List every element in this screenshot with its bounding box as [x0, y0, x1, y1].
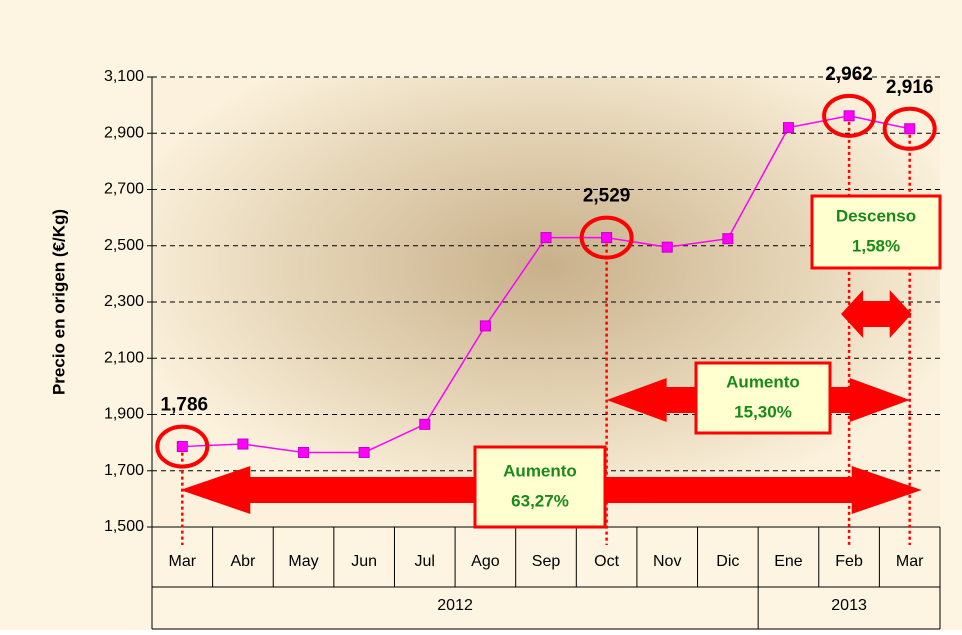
annotation-text: 1,58%	[852, 236, 900, 255]
annotation-box	[473, 445, 607, 529]
annotation-box	[810, 194, 942, 270]
y-tick-label: 2,700	[104, 181, 144, 198]
annotation-title: Aumento	[726, 372, 800, 391]
point	[722, 233, 734, 245]
y-axis-title: Precio en origen (€/Kg)	[49, 209, 68, 395]
point	[661, 241, 673, 253]
data-label: 2,916	[886, 77, 934, 98]
y-tick-label: 2,500	[104, 237, 144, 254]
arrow	[841, 290, 912, 338]
data-label: 2,529	[583, 186, 631, 207]
point	[176, 441, 188, 453]
group-label: 2013	[831, 597, 867, 614]
point	[419, 418, 431, 430]
point	[298, 446, 310, 458]
highlight-circle	[579, 215, 634, 260]
x-tick-label: Mar	[169, 553, 197, 570]
annotation-box	[694, 361, 832, 435]
annotation-title: Aumento	[503, 461, 577, 480]
y-tick-label: 1,700	[104, 462, 144, 479]
y-tick-label: 2,100	[104, 349, 144, 366]
x-tick-label: Nov	[653, 553, 681, 570]
x-tick-label: Dic	[716, 553, 739, 570]
point	[843, 110, 855, 122]
point	[601, 232, 613, 244]
data-label: 1,786	[161, 395, 209, 416]
x-tick-label: Mar	[896, 553, 924, 570]
group-label: 2012	[437, 597, 473, 614]
x-tick-label: Jun	[351, 553, 377, 570]
point	[782, 122, 794, 134]
x-tick-label: Jul	[415, 553, 435, 570]
data-label: 2,962	[825, 64, 873, 85]
x-tick-label: Sep	[532, 553, 561, 570]
x-tick-label: Abr	[230, 553, 256, 570]
highlight-circle	[822, 93, 877, 138]
x-tick-label: Oct	[594, 553, 619, 570]
x-tick-label: May	[288, 553, 318, 570]
y-tick-label: 1,500	[104, 518, 144, 535]
y-tick-label: 2,900	[104, 124, 144, 141]
point	[904, 123, 916, 135]
point	[358, 446, 370, 458]
annotation-text: 63,27%	[511, 491, 569, 510]
highlight-circle	[882, 106, 937, 151]
point	[479, 320, 491, 332]
y-tick-label: 2,300	[104, 293, 144, 310]
point	[540, 232, 552, 244]
y-tick-label: 1,900	[104, 406, 144, 423]
x-tick-label: Ago	[471, 553, 500, 570]
annotation-title: Descenso	[836, 206, 916, 225]
point	[237, 438, 249, 450]
x-tick-label: Ene	[774, 553, 803, 570]
annotation-text: 15,30%	[734, 402, 792, 421]
y-tick-label: 3,100	[104, 68, 144, 85]
highlight-circle	[155, 424, 210, 469]
x-tick-label: Feb	[835, 553, 863, 570]
